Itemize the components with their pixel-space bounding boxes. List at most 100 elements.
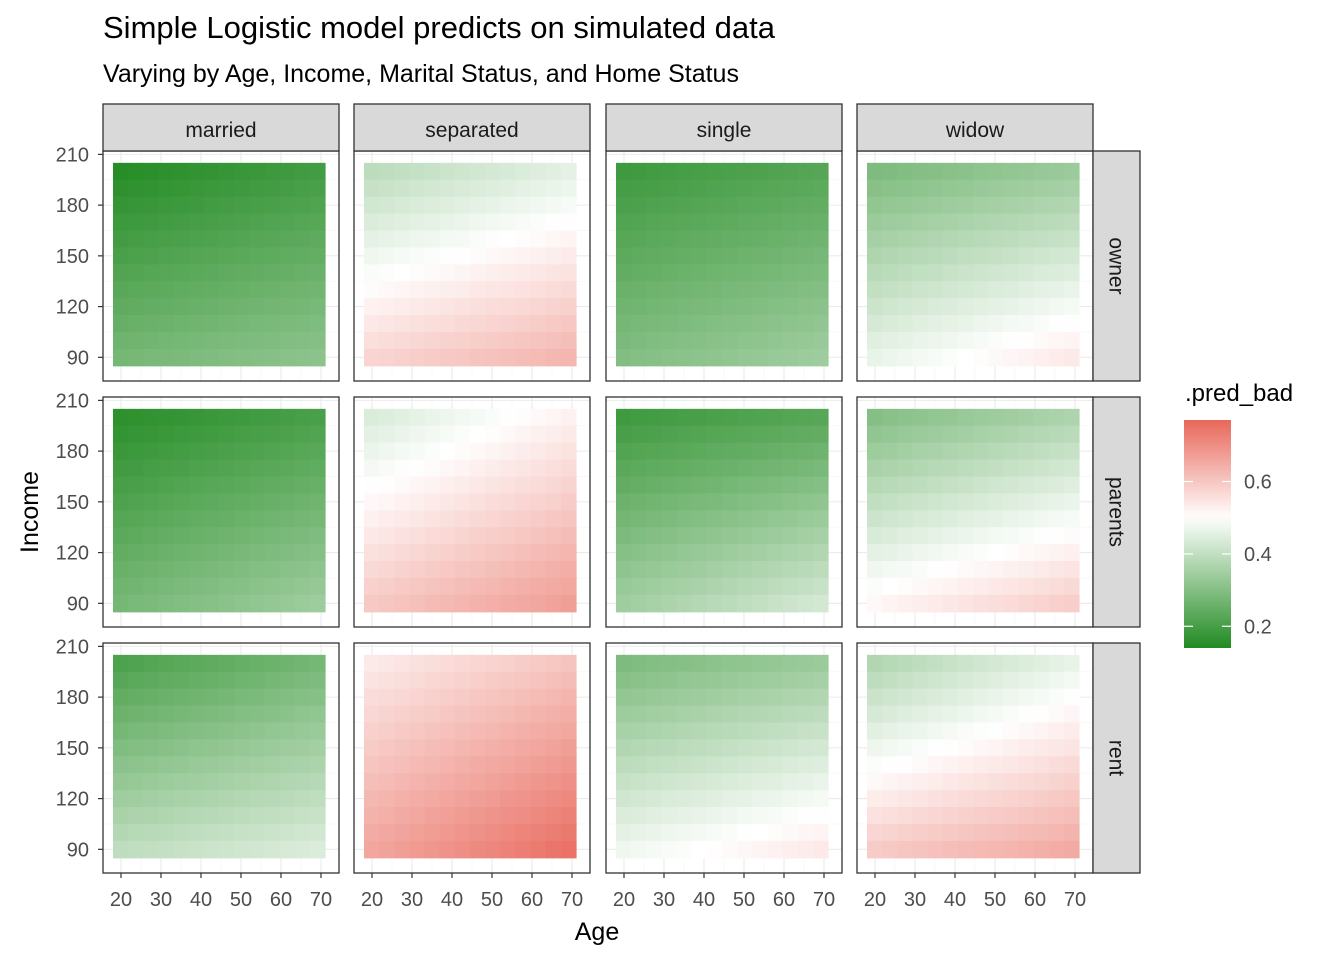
heatmap-tile [1048, 281, 1065, 299]
heatmap-tile [1048, 823, 1065, 842]
heatmap-tile [409, 179, 426, 198]
heatmap-tile [1063, 298, 1080, 316]
heatmap-tile [485, 561, 501, 579]
heatmap-tile [691, 840, 708, 859]
heatmap-tile [942, 654, 959, 673]
heatmap-tile [927, 459, 944, 478]
heatmap-tile [752, 476, 769, 494]
heatmap-tile [812, 790, 829, 808]
heatmap-tile [439, 425, 456, 444]
heatmap-tile [264, 162, 281, 181]
heatmap-tiles [867, 654, 1080, 859]
heatmap-tile [309, 425, 326, 444]
heatmap-tile [1033, 756, 1050, 774]
panel-border [353, 396, 591, 628]
heatmap-tile [973, 722, 989, 740]
x-tick-label: 50 [733, 889, 755, 911]
heatmap-tile [812, 840, 829, 859]
heatmap-tile [394, 408, 411, 427]
heatmap-tile [264, 442, 281, 461]
heatmap-tile [128, 527, 144, 545]
heatmap-tile [158, 331, 175, 350]
heatmap-tile [797, 840, 814, 859]
heatmap-tile [631, 773, 647, 791]
heatmap-tile [631, 594, 647, 613]
heatmap-tile [1033, 348, 1050, 367]
heatmap-tile [722, 348, 738, 367]
heatmap-tile [143, 230, 160, 248]
heatmap-tile [722, 247, 738, 265]
heatmap-tile [661, 230, 678, 248]
heatmap-tile [113, 196, 129, 215]
heatmap-tile [988, 722, 1004, 740]
heatmap-tile [737, 823, 753, 842]
heatmap-tile [767, 298, 784, 316]
heatmap-tile [722, 493, 738, 511]
heatmap-tile [1063, 840, 1080, 859]
heatmap-tile [379, 247, 395, 265]
heatmap-tile [942, 688, 959, 707]
heatmap-tile [631, 739, 647, 757]
heatmap-tile [812, 722, 829, 740]
heatmap-tile [454, 705, 471, 724]
heatmap-tile [646, 722, 663, 740]
heatmap-tile [439, 577, 456, 596]
heatmap-tile [203, 722, 220, 740]
heatmap-tile [942, 459, 959, 478]
heatmap-tile [439, 688, 456, 707]
heatmap-tile [882, 493, 898, 511]
heatmap-tile [912, 264, 929, 282]
heatmap-tile [867, 561, 883, 579]
heatmap-tile [927, 544, 944, 562]
heatmap-tile [1003, 807, 1020, 825]
heatmap-tile [706, 823, 723, 842]
heatmap-tile [173, 654, 190, 673]
heatmap-tile [737, 281, 753, 299]
heatmap-tile [631, 442, 647, 461]
heatmap-tile [616, 594, 632, 613]
heatmap-tile [500, 527, 517, 545]
heatmap-tile [737, 790, 753, 808]
heatmap-tile [470, 230, 486, 248]
heatmap-tile [364, 671, 380, 690]
heatmap-tile [867, 705, 883, 724]
heatmap-tile [752, 459, 769, 478]
heatmap-tile [530, 247, 547, 265]
heatmap-tile [737, 348, 753, 367]
heatmap-tile [113, 688, 129, 707]
heatmap-tile [897, 476, 914, 494]
heatmap-tile [188, 281, 205, 299]
heatmap-tile [927, 561, 944, 579]
heatmap-tile [927, 442, 944, 461]
heatmap-tile [424, 807, 441, 825]
heatmap-tile [867, 476, 883, 494]
heatmap-tile [439, 476, 456, 494]
row-strip-label: owner [1105, 237, 1128, 294]
heatmap-tile [691, 230, 708, 248]
heatmap-tile [219, 315, 235, 333]
heatmap-tile [500, 561, 517, 579]
heatmap-tile [1018, 739, 1035, 757]
heatmap-tile [1018, 790, 1035, 808]
heatmap-tile [897, 281, 914, 299]
y-tick-label: 150 [56, 246, 89, 268]
heatmap-tile [424, 756, 441, 774]
heatmap-tile [927, 493, 944, 511]
heatmap-tile [812, 476, 829, 494]
heatmap-tile [737, 688, 753, 707]
heatmap-tile [973, 561, 989, 579]
heatmap-tile [143, 247, 160, 265]
heatmap-tile [219, 230, 235, 248]
heatmap-tile [143, 459, 160, 478]
heatmap-tile [454, 298, 471, 316]
heatmap-tile [234, 281, 250, 299]
heatmap-tile [631, 671, 647, 690]
heatmap-tile [173, 179, 190, 198]
heatmap-tile [379, 196, 395, 215]
heatmap-tile [409, 594, 426, 613]
heatmap-tile [173, 442, 190, 461]
heatmap-tile [279, 840, 296, 859]
heatmap-tile [752, 213, 769, 232]
heatmap-tile [646, 264, 663, 282]
heatmap-tile [988, 493, 1004, 511]
